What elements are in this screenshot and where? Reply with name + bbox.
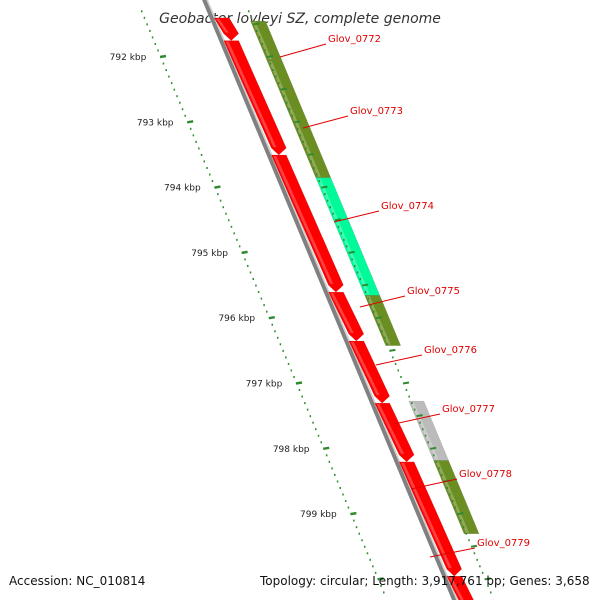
cds-arrow: [374, 402, 415, 463]
cds-arrow-highlight: [350, 342, 380, 396]
gene-label: Glov_0777: [442, 404, 495, 415]
right-major-tick: [362, 283, 369, 287]
tick-label: 792 kbp: [110, 53, 147, 63]
tick-label: 796 kbp: [218, 314, 255, 324]
tick-label: 797 kbp: [246, 380, 283, 390]
major-tick: [377, 577, 384, 581]
right-major-tick: [430, 446, 437, 450]
genome-title: Geobacter lovleyi SZ, complete genome: [159, 11, 441, 27]
gene-block-highlight: [366, 296, 391, 345]
cds-arrow: [213, 17, 240, 42]
cds-arrow: [398, 461, 463, 577]
cds-arrow-highlight: [330, 293, 354, 334]
gene-label: Glov_0776: [424, 345, 477, 356]
gene-leader-line: [279, 43, 327, 58]
genome-summary-text: Topology: circular; Length: 3,917,761 bp…: [260, 574, 590, 588]
gene-block: [433, 460, 480, 534]
tick-label: 799 kbp: [300, 510, 337, 520]
cds-arrow-highlight: [216, 18, 229, 33]
cds-arrow: [446, 575, 474, 600]
right-major-tick: [416, 414, 423, 418]
backbone-line: [202, 0, 457, 600]
gene-leader-line: [429, 547, 476, 558]
tick-label: 798 kbp: [273, 445, 310, 455]
gene-label: Glov_0773: [350, 106, 403, 117]
right-major-tick: [348, 250, 355, 254]
gene-leader-line: [410, 478, 458, 490]
cds-arrow: [223, 40, 287, 156]
gene-track: [250, 20, 480, 534]
major-tick: [241, 250, 248, 255]
tick-label: 795 kbp: [191, 249, 228, 259]
gene-leader-line: [359, 295, 406, 308]
gene-label: Glov_0772: [328, 34, 381, 45]
gene-block: [250, 20, 283, 61]
cds-arrow-highlight: [448, 577, 464, 600]
genome-backbone: [202, 0, 458, 600]
backbone-highlight: [206, 0, 458, 600]
right-major-tick: [307, 152, 314, 156]
right-major-tick: [334, 218, 342, 222]
tick-label: 793 kbp: [137, 118, 174, 128]
cds-arrow: [270, 154, 344, 293]
right-major-tick: [375, 316, 382, 320]
cds-arrow-highlight: [225, 41, 277, 147]
gene-label: Glov_0774: [381, 201, 434, 212]
major-tick: [214, 185, 221, 189]
major-tick: [350, 511, 357, 516]
gene-leader-line: [333, 210, 380, 223]
right-major-tick: [470, 544, 478, 548]
cds-track: [213, 17, 474, 600]
accession-text: Accession: NC_010814: [9, 574, 146, 588]
right-major-tick: [294, 120, 301, 124]
tick-label: 794 kbp: [164, 184, 201, 194]
gene-label: Glov_0775: [407, 286, 460, 297]
right-major-tick: [266, 55, 274, 58]
right-major-tick: [457, 512, 464, 516]
right-major-tick: [389, 348, 396, 352]
cds-arrow-highlight: [376, 404, 405, 454]
right-major-tick: [280, 87, 287, 91]
gene-label: Glov_0779: [477, 538, 530, 549]
gene-block: [315, 177, 381, 296]
gene-label: Glov_0778: [459, 469, 512, 480]
cds-arrow-highlight: [401, 462, 452, 569]
major-tick: [295, 381, 303, 385]
major-tick: [159, 54, 167, 59]
gene-block: [364, 295, 402, 346]
major-tick: [268, 315, 275, 320]
gene-leader-line: [302, 115, 349, 129]
cds-arrow-highlight: [273, 155, 334, 285]
major-tick: [322, 446, 330, 451]
gene-block-highlight: [435, 461, 470, 533]
major-tick: [186, 120, 194, 124]
ruler-ticks: [140, 10, 492, 594]
cds-arrow: [348, 340, 390, 404]
right-major-tick: [321, 185, 328, 189]
right-major-tick: [484, 577, 491, 581]
cds-arrow: [328, 291, 365, 342]
right-major-tick: [253, 22, 260, 26]
gene-leader-line: [393, 413, 441, 425]
right-major-tick: [402, 381, 410, 385]
gene-labels: 792 kbp 793 kbp 794 kbp 795 kbp 796 kbp 797 k…: [110, 34, 530, 558]
gene-leader-line: [375, 354, 423, 366]
